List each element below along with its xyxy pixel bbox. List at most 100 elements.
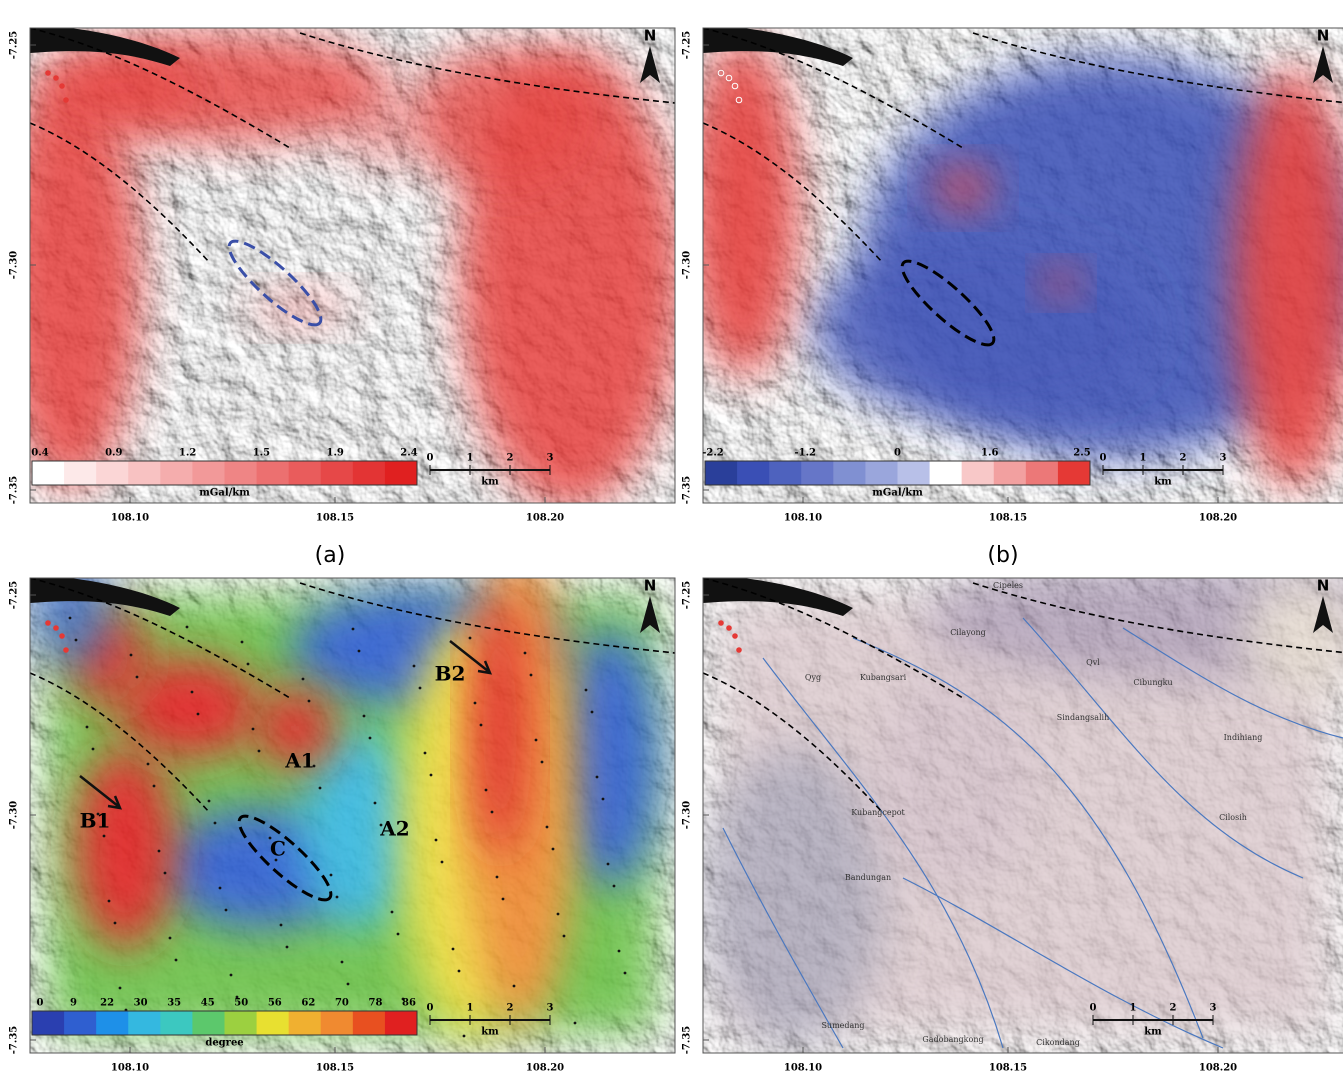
colorbar-step xyxy=(994,461,1027,485)
colorbar-label: -1.2 xyxy=(794,448,816,459)
point xyxy=(546,826,549,829)
scale-label: 0 xyxy=(427,453,434,464)
colorbar-label: 0.4 xyxy=(31,448,48,459)
point xyxy=(419,687,422,690)
point xyxy=(286,946,289,949)
colorbar-step xyxy=(96,461,129,485)
colorbar-step xyxy=(192,461,225,485)
anomaly xyxy=(873,668,1033,888)
point xyxy=(413,665,416,668)
colorbar-step xyxy=(32,461,65,485)
point xyxy=(119,987,122,990)
point xyxy=(75,639,78,642)
station xyxy=(53,625,59,631)
point xyxy=(147,763,150,766)
station xyxy=(45,620,51,626)
colorbar-step xyxy=(160,461,193,485)
station xyxy=(63,97,69,103)
colorbar-label: 2.4 xyxy=(400,448,417,459)
annotation: B2 xyxy=(435,662,466,686)
point xyxy=(153,785,156,788)
colorbar-step xyxy=(385,461,418,485)
lon-label: 108.15 xyxy=(989,513,1027,524)
colorbar-step xyxy=(225,1011,258,1035)
station xyxy=(53,75,59,81)
point xyxy=(330,874,333,877)
anomaly xyxy=(340,88,420,168)
anomaly xyxy=(703,748,883,1048)
colorbar-label: 78 xyxy=(368,998,382,1009)
colorbar-step xyxy=(898,461,931,485)
point xyxy=(191,691,194,694)
point xyxy=(158,850,161,853)
point xyxy=(308,700,311,703)
colorbar-step xyxy=(737,461,770,485)
place-name: Kubangcepot xyxy=(851,808,905,817)
colorbar-label: 22 xyxy=(100,998,114,1009)
colorbar-unit: mGal/km xyxy=(199,488,250,499)
point xyxy=(458,970,461,973)
point xyxy=(319,787,322,790)
lon-label: 108.15 xyxy=(989,1063,1027,1074)
colorbar-step xyxy=(385,1011,418,1035)
colorbar-label: 86 xyxy=(402,998,416,1009)
colorbar-label: 9 xyxy=(70,998,77,1009)
panel-label: (b) xyxy=(987,543,1018,568)
colorbar-label: 0 xyxy=(894,448,901,459)
lat-label: -7.35 xyxy=(9,1026,20,1055)
north-label: N xyxy=(1317,27,1330,45)
place-name: Cikondang xyxy=(1036,1038,1080,1047)
colorbar-step xyxy=(962,461,995,485)
lat-label: -7.25 xyxy=(9,581,20,610)
station xyxy=(45,70,51,76)
station xyxy=(63,647,69,653)
station xyxy=(736,647,742,653)
scale-label: 1 xyxy=(1130,1003,1137,1014)
colorbar-label: -2.2 xyxy=(702,448,724,459)
point xyxy=(219,887,222,890)
scale-unit: km xyxy=(1154,477,1172,488)
point xyxy=(108,900,111,903)
point xyxy=(103,835,106,838)
anomaly xyxy=(560,628,660,888)
colorbar-step xyxy=(865,461,898,485)
annotation: B1 xyxy=(80,809,111,833)
colorbar-step xyxy=(930,461,963,485)
place-name: Sindangsalih xyxy=(1057,713,1110,722)
scale-label: 1 xyxy=(467,453,474,464)
station xyxy=(59,83,65,89)
lat-label: -7.30 xyxy=(682,251,693,280)
lon-label: 108.10 xyxy=(784,1063,822,1074)
point xyxy=(607,863,610,866)
lat-label: -7.25 xyxy=(682,581,693,610)
scale-label: 1 xyxy=(1140,453,1147,464)
place-name: Kubangsari xyxy=(860,673,907,682)
colorbar-step xyxy=(64,1011,97,1035)
colorbar-step xyxy=(257,461,290,485)
scale-label: 3 xyxy=(547,453,554,464)
point xyxy=(341,961,344,964)
colorbar-unit: mGal/km xyxy=(872,488,923,499)
point xyxy=(225,909,228,912)
scale-label: 2 xyxy=(1170,1003,1177,1014)
point xyxy=(541,761,544,764)
colorbar-label: 62 xyxy=(301,998,315,1009)
place-name: Qyg xyxy=(805,673,821,682)
point xyxy=(474,702,477,705)
lat-label: -7.35 xyxy=(682,1026,693,1055)
colorbar-step xyxy=(128,1011,161,1035)
point xyxy=(491,811,494,814)
panel-label: (a) xyxy=(315,543,346,568)
point xyxy=(552,848,555,851)
scale-label: 3 xyxy=(1220,453,1227,464)
point xyxy=(563,935,566,938)
lon-label: 108.10 xyxy=(784,513,822,524)
point xyxy=(596,776,599,779)
point xyxy=(624,972,627,975)
lon-label: 108.15 xyxy=(316,1063,354,1074)
point xyxy=(369,737,372,740)
overlay xyxy=(703,558,1343,1048)
